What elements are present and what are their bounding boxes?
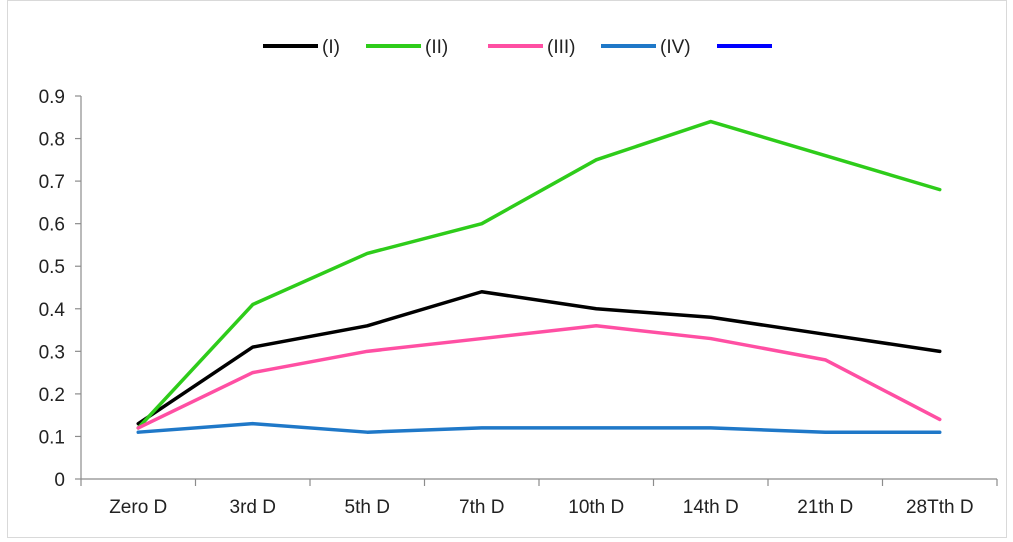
y-tick-label: 0.7	[39, 172, 65, 193]
y-tick-label: 0.6	[39, 215, 65, 236]
y-tick-label: 0.2	[39, 385, 65, 406]
y-tick-label: 0.1	[39, 427, 65, 448]
y-tick-label: 0.8	[39, 130, 65, 151]
x-tick-label: 28Tth D	[906, 497, 974, 518]
x-tick-label: 3rd D	[230, 497, 276, 518]
series-line-1	[136, 290, 942, 426]
legend: (I) (II) (III) (IV)	[263, 37, 772, 58]
legend-item-1: (I)	[263, 37, 340, 58]
series-line-4	[136, 421, 942, 434]
y-axis: 0 0.1 0.2 0.3 0.4 0.5 0.6 0.7 0.8 0.9	[39, 87, 82, 491]
y-tick-label: 0.9	[39, 87, 65, 108]
x-tick-label: 7th D	[459, 497, 504, 518]
plot-lines	[136, 119, 942, 434]
x-tick-label: 10th D	[568, 497, 624, 518]
legend-label: (IV)	[660, 37, 691, 58]
y-tick-label: 0.3	[39, 342, 65, 363]
chart-area	[7, 0, 1007, 538]
legend-label: (II)	[425, 37, 448, 58]
y-tick-label: 0	[54, 470, 65, 491]
legend-label: (III)	[547, 37, 576, 58]
x-tick-label: 14th D	[683, 497, 739, 518]
legend-item-3: (III)	[488, 37, 576, 58]
y-tick-label: 0.4	[39, 300, 66, 321]
legend-item-2: (II)	[366, 37, 448, 58]
x-tick-label: 5th D	[345, 497, 390, 518]
x-tick-label: Zero D	[109, 497, 167, 518]
legend-label: (I)	[322, 37, 340, 58]
series-line-3	[136, 324, 942, 430]
y-tick-label: 0.5	[39, 257, 65, 278]
x-axis: Zero D 3rd D 5th D 7th D 10th D 14th D 21th D 2…	[80, 478, 998, 518]
legend-item-4: (IV)	[601, 37, 691, 58]
series-line-2	[136, 119, 942, 430]
x-tick-label: 21th D	[797, 497, 853, 518]
